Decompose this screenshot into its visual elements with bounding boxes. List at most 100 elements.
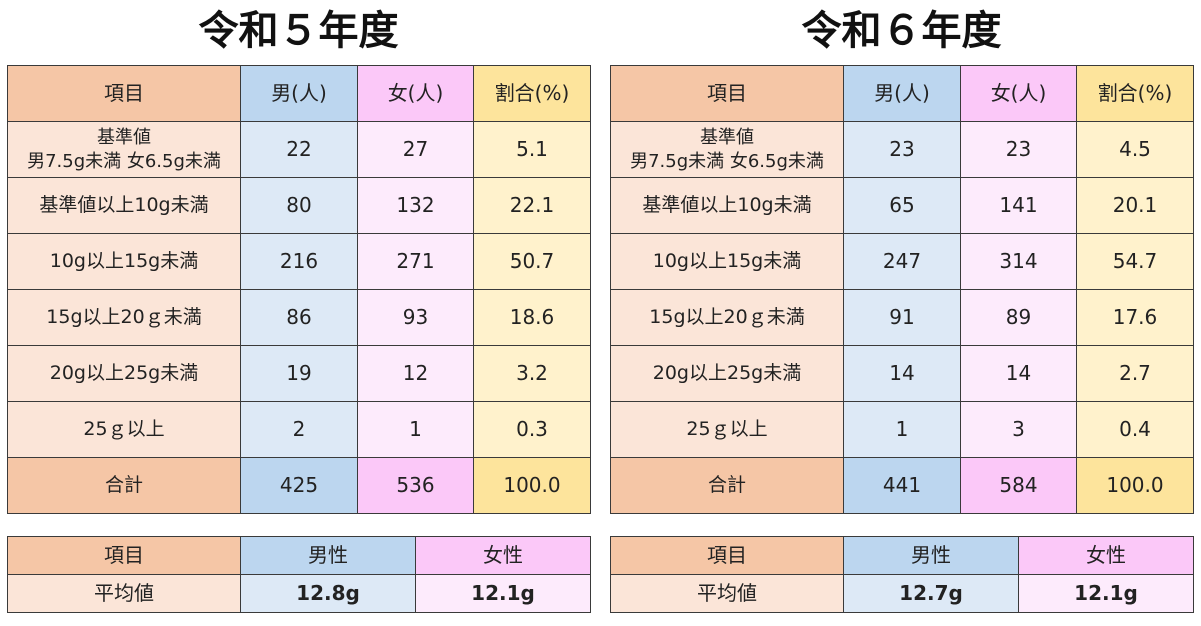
male-count: 14 <box>843 345 961 402</box>
table-row: 25ｇ以上 2 1 0.3 <box>7 401 591 458</box>
average-row: 平均値 12.7g 12.1g <box>610 574 1194 613</box>
female-count: 14 <box>960 345 1077 402</box>
salt-intake-table: 項目 男(人) 女(人) 割合(%) 基準値 男7.5g未満 女6.5g未満 23… <box>610 65 1194 514</box>
ratio-value: 0.4 <box>1076 401 1194 458</box>
ratio-value: 17.6 <box>1076 289 1194 346</box>
female-count: 271 <box>357 233 474 290</box>
ratio-value: 2.7 <box>1076 345 1194 402</box>
ratio-value: 4.5 <box>1076 121 1194 178</box>
average-row: 平均値 12.8g 12.1g <box>7 574 591 613</box>
average-male: 12.7g <box>843 574 1019 613</box>
row-label-line1: 基準値 <box>700 126 754 148</box>
row-label: 基準値 男7.5g未満 女6.5g未満 <box>610 121 844 178</box>
table-row: 基準値以上10g未満 65 141 20.1 <box>610 177 1194 234</box>
row-label-line2: 男7.5g未満 女6.5g未満 <box>630 150 824 172</box>
average-female: 12.1g <box>415 574 591 613</box>
row-label: 25ｇ以上 <box>7 401 241 458</box>
table-row: 10g以上15g未満 216 271 50.7 <box>7 233 591 290</box>
male-count: 2 <box>240 401 358 458</box>
ratio-value: 20.1 <box>1076 177 1194 234</box>
female-count: 141 <box>960 177 1077 234</box>
header-female: 女(人) <box>960 65 1077 122</box>
ratio-value: 22.1 <box>473 177 591 234</box>
average-table: 項目 男性 女性 平均値 12.8g 12.1g <box>7 536 591 613</box>
table-row: 15g以上20ｇ未満 86 93 18.6 <box>7 289 591 346</box>
total-label: 合計 <box>610 457 844 514</box>
male-count: 65 <box>843 177 961 234</box>
table-row: 基準値 男7.5g未満 女6.5g未満 23 23 4.5 <box>610 121 1194 178</box>
male-count: 247 <box>843 233 961 290</box>
table-row: 20g以上25g未満 19 12 3.2 <box>7 345 591 402</box>
row-label: 20g以上25g未満 <box>610 345 844 402</box>
female-count: 89 <box>960 289 1077 346</box>
row-label: 15g以上20ｇ未満 <box>610 289 844 346</box>
total-row: 合計 441 584 100.0 <box>610 457 1194 514</box>
salt-intake-table: 項目 男(人) 女(人) 割合(%) 基準値 男7.5g未満 女6.5g未満 22… <box>7 65 591 514</box>
ratio-value: 5.1 <box>473 121 591 178</box>
row-label: 10g以上15g未満 <box>7 233 241 290</box>
female-count: 314 <box>960 233 1077 290</box>
header-item: 項目 <box>610 536 844 575</box>
ratio-value: 50.7 <box>473 233 591 290</box>
header-ratio: 割合(%) <box>473 65 591 122</box>
header-female-sex: 女性 <box>1018 536 1194 575</box>
header-item: 項目 <box>7 536 241 575</box>
header-female: 女(人) <box>357 65 474 122</box>
table-row: 10g以上15g未満 247 314 54.7 <box>610 233 1194 290</box>
ratio-value: 3.2 <box>473 345 591 402</box>
average-header-row: 項目 男性 女性 <box>7 536 591 575</box>
male-count: 19 <box>240 345 358 402</box>
year-title: 令和６年度 <box>801 8 1002 54</box>
row-label: 基準値 男7.5g未満 女6.5g未満 <box>7 121 241 178</box>
header-male: 男(人) <box>240 65 358 122</box>
male-count: 1 <box>843 401 961 458</box>
average-table: 項目 男性 女性 平均値 12.7g 12.1g <box>610 536 1194 613</box>
row-label-line1: 基準値 <box>97 126 151 148</box>
row-label: 基準値以上10g未満 <box>610 177 844 234</box>
female-total: 536 <box>357 457 474 514</box>
female-count: 23 <box>960 121 1077 178</box>
table-row: 25ｇ以上 1 3 0.4 <box>610 401 1194 458</box>
male-count: 80 <box>240 177 358 234</box>
female-count: 132 <box>357 177 474 234</box>
total-label: 合計 <box>7 457 241 514</box>
male-total: 425 <box>240 457 358 514</box>
average-male: 12.8g <box>240 574 416 613</box>
ratio-total: 100.0 <box>1076 457 1194 514</box>
male-count: 22 <box>240 121 358 178</box>
total-row: 合計 425 536 100.0 <box>7 457 591 514</box>
header-ratio: 割合(%) <box>1076 65 1194 122</box>
female-count: 93 <box>357 289 474 346</box>
header-male-sex: 男性 <box>240 536 416 575</box>
row-label-line2: 男7.5g未満 女6.5g未満 <box>27 150 221 172</box>
ratio-value: 18.6 <box>473 289 591 346</box>
table-row: 15g以上20ｇ未満 91 89 17.6 <box>610 289 1194 346</box>
row-label: 基準値以上10g未満 <box>7 177 241 234</box>
female-count: 27 <box>357 121 474 178</box>
ratio-value: 54.7 <box>1076 233 1194 290</box>
year-title: 令和５年度 <box>198 8 399 54</box>
header-female-sex: 女性 <box>415 536 591 575</box>
average-label: 平均値 <box>610 574 844 613</box>
female-count: 3 <box>960 401 1077 458</box>
row-label: 25ｇ以上 <box>610 401 844 458</box>
male-count: 86 <box>240 289 358 346</box>
header-item: 項目 <box>7 65 241 122</box>
male-count: 216 <box>240 233 358 290</box>
ratio-value: 0.3 <box>473 401 591 458</box>
average-label: 平均値 <box>7 574 241 613</box>
ratio-total: 100.0 <box>473 457 591 514</box>
female-count: 12 <box>357 345 474 402</box>
header-male: 男(人) <box>843 65 961 122</box>
header-male-sex: 男性 <box>843 536 1019 575</box>
average-header-row: 項目 男性 女性 <box>610 536 1194 575</box>
table-row: 基準値 男7.5g未満 女6.5g未満 22 27 5.1 <box>7 121 591 178</box>
table-row: 基準値以上10g未満 80 132 22.1 <box>7 177 591 234</box>
row-label: 20g以上25g未満 <box>7 345 241 402</box>
table-header-row: 項目 男(人) 女(人) 割合(%) <box>7 65 591 122</box>
average-female: 12.1g <box>1018 574 1194 613</box>
male-count: 23 <box>843 121 961 178</box>
male-total: 441 <box>843 457 961 514</box>
male-count: 91 <box>843 289 961 346</box>
row-label: 15g以上20ｇ未満 <box>7 289 241 346</box>
